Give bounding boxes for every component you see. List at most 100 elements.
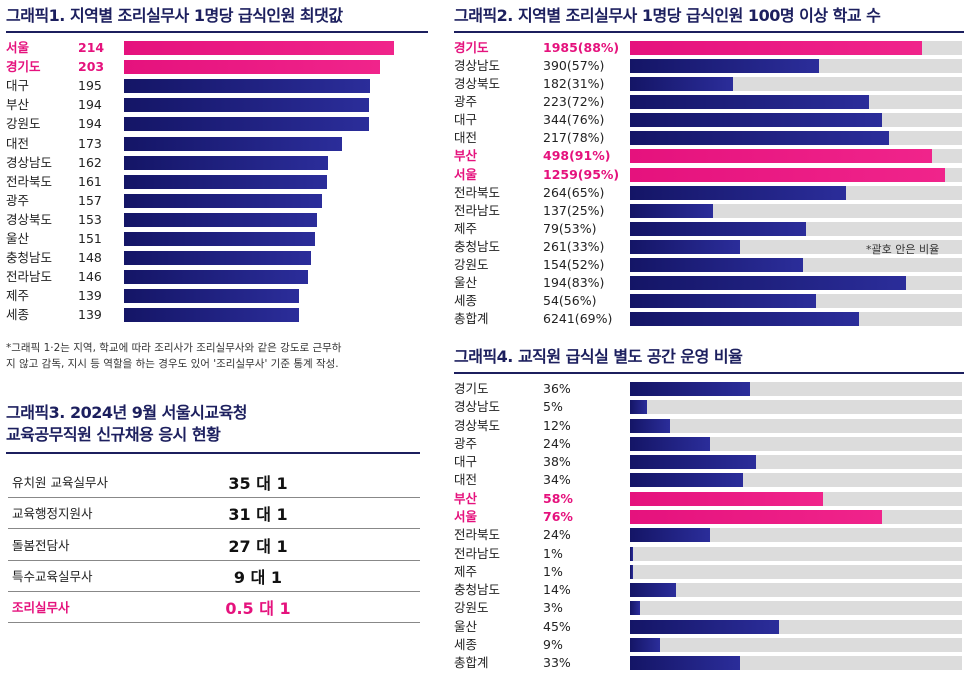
chart1-value-label: 173 — [78, 135, 102, 151]
chart2-value-label: 182(31%) — [543, 76, 605, 92]
chart1-value-label: 162 — [78, 154, 102, 170]
chart1-category-label: 전라북도 — [6, 173, 53, 189]
chart2-row: 서울 1259(95%) — [454, 166, 964, 184]
chart1-bar — [124, 98, 369, 113]
chart2-bar-track — [630, 131, 962, 146]
chart1-bar — [124, 270, 308, 285]
chart1-bar — [124, 251, 311, 266]
chart1-category-label: 서울 — [6, 40, 30, 55]
chart2-bar — [630, 276, 906, 291]
chart4-value-label: 33% — [543, 655, 571, 671]
chart4-value-label: 34% — [543, 472, 571, 488]
chart2-bar — [630, 294, 816, 309]
chart2-row: 총합계 6241(69%) — [454, 310, 964, 328]
chart1-category-label: 강원도 — [6, 116, 41, 132]
chart3-title-line1: 그래픽3. 2024년 9월 서울시교육청 — [6, 403, 248, 422]
chart4-bar-track — [630, 509, 962, 524]
chart1-category-label: 세종 — [6, 307, 30, 323]
chart2-bar — [630, 185, 846, 200]
chart4-row: 경기도 36% — [454, 380, 964, 398]
chart1-value-label: 194 — [78, 116, 102, 132]
chart3-table-row: 조리실무사 0.5 대 1 — [8, 591, 420, 624]
chart1-row: 세종 139 — [6, 306, 426, 324]
chart3-table-row: 돌봄전담사 27 대 1 — [8, 529, 420, 561]
chart2-bar-track — [630, 149, 962, 164]
chart1-bar — [124, 289, 299, 304]
chart1-row: 경상북도 153 — [6, 211, 426, 229]
chart4-bar-track — [630, 637, 962, 652]
chart4-bar-track — [630, 656, 962, 671]
chart3-ratio-value: 9 대 1 — [233, 567, 283, 587]
chart2-row: 경상북도 182(31%) — [454, 75, 964, 93]
chart1-row: 대구 195 — [6, 77, 426, 95]
chart4-row: 전라남도 1% — [454, 545, 964, 563]
chart2-bar-track — [630, 95, 962, 110]
chart3-ratio-value: 31 대 1 — [228, 505, 288, 525]
chart4-row: 울산 45% — [454, 618, 964, 636]
chart2-row: 경상남도 390(57%) — [454, 57, 964, 75]
chart4-category-label: 경상북도 — [454, 417, 501, 433]
chart2-bar — [630, 113, 883, 128]
chart2-value-label: 223(72%) — [543, 94, 605, 110]
chart3-job-label: 유치원 교육실무사 — [12, 475, 108, 490]
chart2-bar — [630, 257, 803, 272]
chart4-category-label: 경기도 — [454, 381, 489, 396]
chart4-row: 부산 58% — [454, 490, 964, 508]
chart1-row: 전라북도 161 — [6, 173, 426, 191]
chart1-category-label: 제주 — [6, 288, 30, 304]
chart1-title-rule — [6, 31, 428, 33]
chart4-bar-track — [630, 601, 962, 616]
chart4-category-label: 대구 — [454, 454, 478, 470]
chart1-value-label: 139 — [78, 307, 102, 323]
chart3-title-rule — [6, 452, 420, 454]
chart4-bar — [630, 491, 823, 506]
chart4-category-label: 대전 — [454, 472, 478, 488]
chart4-category-label: 제주 — [454, 563, 478, 579]
chart2-bar-track — [630, 41, 962, 55]
chart1-category-label: 전라남도 — [6, 269, 53, 285]
chart2-bar — [630, 95, 870, 110]
chart2-category-label: 부산 — [454, 148, 478, 164]
chart4-value-label: 9% — [543, 636, 563, 652]
chart3-title-line2: 교육공무직원 신규채용 응시 현황 — [6, 425, 221, 444]
chart1-value-label: 146 — [78, 269, 102, 285]
chart4-bar — [630, 382, 750, 396]
chart1-bar — [124, 212, 317, 227]
chart1-value-label: 148 — [78, 250, 102, 266]
chart2-category-label: 대전 — [454, 130, 478, 146]
chart2-row: 전라북도 264(65%) — [454, 184, 964, 202]
chart1-footnote-line1: *그래픽 1·2는 지역, 학교에 따라 조리사가 조리실무사와 같은 강도로 … — [6, 342, 342, 354]
chart4-bar — [630, 656, 740, 671]
chart2-row: 경기도 1985(88%) — [454, 39, 964, 57]
chart1-title: 그래픽1. 지역별 조리실무사 1명당 급식인원 최댓값 — [6, 6, 343, 25]
chart4-row: 서울 76% — [454, 508, 964, 526]
chart2-category-label: 서울 — [454, 166, 478, 182]
chart4-category-label: 세종 — [454, 636, 478, 652]
chart2-row: 울산 194(83%) — [454, 274, 964, 292]
chart2-bar-track — [630, 257, 962, 272]
chart1-category-label: 대전 — [6, 135, 30, 151]
chart1-bar — [124, 136, 342, 151]
chart2-title-rule — [454, 31, 964, 33]
chart1-bar — [124, 232, 315, 246]
chart4-bar-track — [630, 436, 962, 451]
chart4-bar-track — [630, 382, 962, 396]
chart1-bar — [124, 117, 369, 132]
chart2-bar — [630, 239, 740, 254]
chart4-bar — [630, 509, 883, 524]
chart2-bar-track — [630, 221, 962, 236]
chart4-category-label: 전라남도 — [454, 545, 501, 561]
chart4-row: 경상북도 12% — [454, 417, 964, 435]
chart2-bar — [630, 312, 860, 327]
chart2-title: 그래픽2. 지역별 조리실무사 1명당 급식인원 100명 이상 학교 수 — [454, 6, 881, 25]
chart2-value-label: 261(33%) — [543, 238, 605, 254]
chart4-bar — [630, 455, 757, 470]
chart4-value-label: 45% — [543, 618, 571, 634]
chart4-row: 전라북도 24% — [454, 526, 964, 544]
chart2-value-label: 1259(95%) — [543, 166, 620, 182]
chart1-value-label: 151 — [78, 231, 102, 246]
chart3-job-label: 돌봄전담사 — [12, 537, 70, 553]
chart4-bar — [630, 473, 743, 488]
chart2-value-label: 217(78%) — [543, 130, 605, 146]
chart4-category-label: 광주 — [454, 435, 478, 451]
